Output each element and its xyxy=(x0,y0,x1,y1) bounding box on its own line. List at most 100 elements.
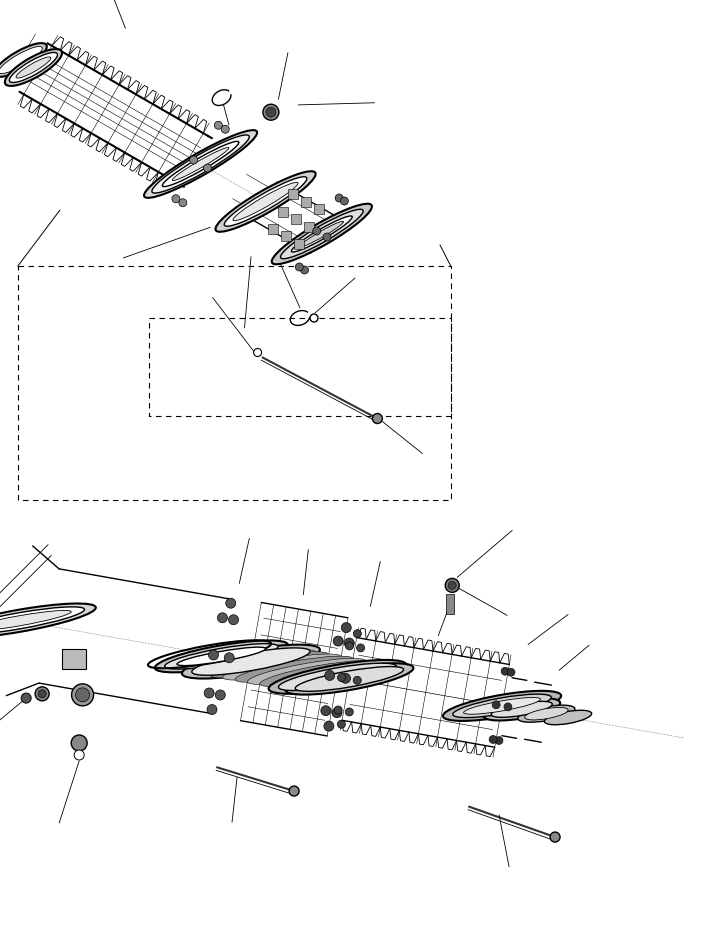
Ellipse shape xyxy=(268,660,407,694)
Ellipse shape xyxy=(518,705,575,722)
Ellipse shape xyxy=(215,171,316,232)
Circle shape xyxy=(222,125,229,134)
Ellipse shape xyxy=(300,221,344,247)
Ellipse shape xyxy=(248,658,366,685)
Circle shape xyxy=(489,735,497,743)
Bar xyxy=(314,205,324,214)
Circle shape xyxy=(207,704,217,715)
Circle shape xyxy=(215,690,225,700)
Ellipse shape xyxy=(260,660,378,686)
Ellipse shape xyxy=(233,182,298,220)
Ellipse shape xyxy=(152,134,249,193)
Ellipse shape xyxy=(453,694,551,717)
Circle shape xyxy=(354,676,361,685)
Circle shape xyxy=(324,671,334,681)
Circle shape xyxy=(346,642,354,650)
Circle shape xyxy=(507,668,515,676)
Bar xyxy=(301,197,311,206)
Ellipse shape xyxy=(223,654,341,680)
Circle shape xyxy=(334,706,342,714)
Circle shape xyxy=(310,314,318,322)
Circle shape xyxy=(74,750,84,760)
Ellipse shape xyxy=(192,648,310,675)
Ellipse shape xyxy=(525,707,568,720)
Ellipse shape xyxy=(0,607,84,635)
Circle shape xyxy=(550,832,560,842)
Ellipse shape xyxy=(9,52,58,82)
Bar xyxy=(446,594,454,615)
Ellipse shape xyxy=(545,710,591,725)
Bar xyxy=(62,649,86,669)
Circle shape xyxy=(72,684,94,706)
Ellipse shape xyxy=(235,657,354,682)
Bar xyxy=(291,214,301,224)
Ellipse shape xyxy=(173,148,229,180)
Ellipse shape xyxy=(224,177,307,226)
Circle shape xyxy=(263,105,279,120)
Ellipse shape xyxy=(165,644,278,669)
Ellipse shape xyxy=(182,644,320,678)
Circle shape xyxy=(333,636,343,646)
Ellipse shape xyxy=(210,652,329,678)
Bar xyxy=(288,190,298,199)
Circle shape xyxy=(179,199,187,206)
Circle shape xyxy=(253,348,261,357)
Circle shape xyxy=(324,721,334,731)
Circle shape xyxy=(445,578,459,592)
Circle shape xyxy=(341,673,351,684)
Circle shape xyxy=(295,263,303,271)
Circle shape xyxy=(217,613,227,623)
Circle shape xyxy=(224,653,234,663)
Circle shape xyxy=(504,703,512,711)
Circle shape xyxy=(75,687,89,701)
Circle shape xyxy=(321,706,331,715)
Ellipse shape xyxy=(280,209,363,259)
Circle shape xyxy=(448,581,457,589)
Bar xyxy=(278,206,288,217)
Circle shape xyxy=(204,688,214,698)
Ellipse shape xyxy=(484,699,560,720)
Circle shape xyxy=(335,194,343,202)
Ellipse shape xyxy=(155,641,288,672)
Circle shape xyxy=(312,227,321,235)
Circle shape xyxy=(38,690,46,698)
Ellipse shape xyxy=(278,663,397,690)
Ellipse shape xyxy=(163,141,239,187)
Circle shape xyxy=(495,737,503,744)
Ellipse shape xyxy=(285,663,413,695)
Circle shape xyxy=(226,598,236,608)
Ellipse shape xyxy=(16,57,51,78)
Ellipse shape xyxy=(0,47,43,74)
Ellipse shape xyxy=(0,43,47,77)
Ellipse shape xyxy=(491,701,552,717)
Bar xyxy=(268,224,278,234)
Ellipse shape xyxy=(272,204,372,264)
Circle shape xyxy=(266,107,276,118)
Circle shape xyxy=(344,638,354,648)
Circle shape xyxy=(289,786,299,796)
Circle shape xyxy=(337,720,345,729)
Circle shape xyxy=(492,700,500,709)
Ellipse shape xyxy=(295,667,403,691)
Bar xyxy=(281,232,291,241)
Circle shape xyxy=(209,650,219,660)
Ellipse shape xyxy=(144,130,257,198)
Circle shape xyxy=(21,693,31,703)
Circle shape xyxy=(214,121,222,129)
Circle shape xyxy=(300,266,309,274)
Ellipse shape xyxy=(0,603,96,638)
Circle shape xyxy=(229,615,239,625)
Ellipse shape xyxy=(177,647,266,666)
Ellipse shape xyxy=(198,650,316,675)
Ellipse shape xyxy=(291,216,352,252)
Bar xyxy=(304,221,314,232)
Circle shape xyxy=(337,673,346,682)
Circle shape xyxy=(501,667,509,675)
Circle shape xyxy=(354,630,361,638)
Circle shape xyxy=(71,735,87,751)
Circle shape xyxy=(372,414,383,423)
Circle shape xyxy=(342,623,351,632)
Circle shape xyxy=(190,156,197,164)
Ellipse shape xyxy=(272,663,390,689)
Circle shape xyxy=(340,197,349,205)
